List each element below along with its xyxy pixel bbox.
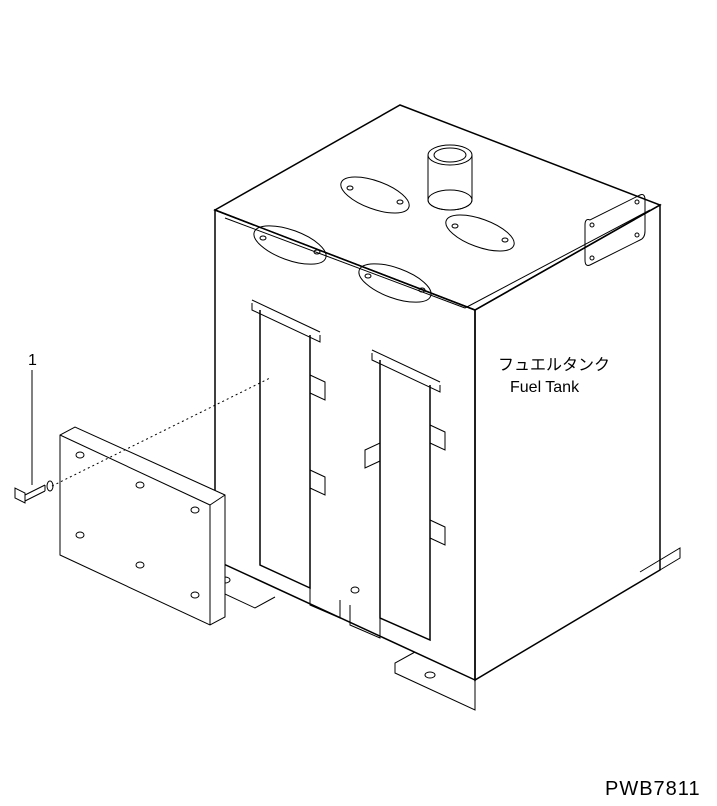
top-cover-1 xyxy=(249,218,331,272)
bracket-4 xyxy=(430,520,445,545)
top-cover-2-bolt xyxy=(365,274,371,278)
foot-front-right xyxy=(395,652,475,710)
top-cover-3-bolt2 xyxy=(397,200,403,204)
tank-label-en: Fuel Tank xyxy=(510,379,580,396)
diagram-svg: 1 フュエルタンク Fuel Tank PWB7811 xyxy=(0,0,717,806)
bottom-hole xyxy=(351,587,359,593)
side-panel-bolt1 xyxy=(590,223,594,227)
front-channel-left xyxy=(260,310,310,588)
tank-front-face xyxy=(215,210,475,680)
side-panel-bolt4 xyxy=(635,233,639,237)
tank-top-edge xyxy=(225,218,465,308)
tank-top-edge-2 xyxy=(465,210,650,308)
side-panel-bolt2 xyxy=(635,200,639,204)
top-cover-4 xyxy=(441,208,518,259)
bracket-2 xyxy=(310,470,325,495)
tank-right-face xyxy=(475,205,660,680)
front-channel-left-top xyxy=(252,300,320,332)
foot-hole-2 xyxy=(425,672,435,678)
bottom-detail-1 xyxy=(310,588,340,618)
bolt-shaft xyxy=(25,485,45,501)
top-cover-1-bolt xyxy=(260,236,266,240)
top-cover-4-bolt2 xyxy=(502,238,508,242)
bolt-head xyxy=(15,488,25,503)
drawing-id: PWB7811 xyxy=(605,778,701,800)
top-cover-4-bolt xyxy=(452,224,458,228)
front-channel-right-top xyxy=(372,350,440,382)
bracket-3 xyxy=(430,425,445,450)
cover-plate xyxy=(60,427,225,625)
front-channel-right xyxy=(380,360,430,640)
side-panel-bolt3 xyxy=(590,256,594,260)
bracket-1 xyxy=(310,375,325,400)
tank-top-face xyxy=(215,105,660,310)
tank-label-jp: フュエルタンク xyxy=(498,356,610,374)
top-cover-2 xyxy=(354,256,436,310)
callout-number: 1 xyxy=(28,352,37,369)
filler-cap-base xyxy=(428,190,472,210)
bottom-detail-2 xyxy=(350,605,380,638)
bracket-5 xyxy=(365,443,380,468)
top-cover-3-bolt xyxy=(347,186,353,190)
top-cover-3 xyxy=(336,170,413,221)
